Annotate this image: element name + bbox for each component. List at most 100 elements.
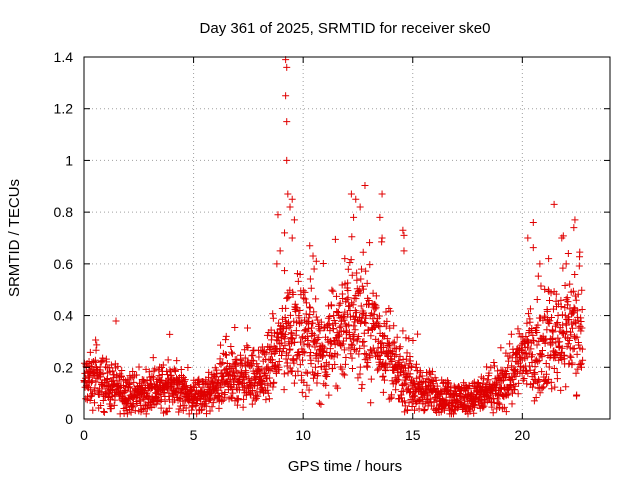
data-point bbox=[526, 366, 534, 374]
data-point bbox=[301, 288, 309, 296]
data-point bbox=[371, 305, 379, 313]
data-point bbox=[189, 403, 197, 411]
data-series-srmtid bbox=[80, 56, 587, 418]
data-point bbox=[360, 329, 368, 337]
data-point bbox=[373, 366, 381, 374]
data-point bbox=[311, 343, 319, 351]
data-point bbox=[309, 319, 317, 327]
data-point bbox=[306, 303, 314, 311]
data-point bbox=[391, 344, 399, 352]
data-point bbox=[175, 405, 183, 413]
data-point bbox=[249, 386, 257, 394]
data-point bbox=[222, 336, 230, 344]
data-point bbox=[332, 319, 340, 327]
data-point bbox=[494, 367, 502, 375]
data-point bbox=[364, 359, 372, 367]
data-point bbox=[344, 286, 352, 294]
data-point bbox=[351, 326, 359, 334]
data-point bbox=[317, 318, 325, 326]
data-point bbox=[268, 356, 276, 364]
data-point bbox=[569, 324, 577, 332]
data-point bbox=[283, 319, 291, 327]
data-point bbox=[553, 375, 561, 383]
data-point bbox=[171, 367, 179, 375]
data-point bbox=[208, 403, 216, 411]
data-point bbox=[92, 336, 100, 344]
data-point bbox=[176, 402, 184, 410]
data-point bbox=[227, 393, 235, 401]
data-point bbox=[347, 256, 355, 264]
data-point bbox=[548, 339, 556, 347]
data-point bbox=[281, 331, 289, 339]
data-point bbox=[564, 250, 572, 258]
data-point bbox=[548, 385, 556, 393]
data-point bbox=[306, 242, 314, 250]
data-point bbox=[288, 195, 296, 203]
data-point bbox=[552, 290, 560, 298]
data-point bbox=[411, 406, 419, 414]
data-point bbox=[526, 305, 534, 313]
data-point bbox=[544, 318, 552, 326]
data-point bbox=[412, 360, 420, 368]
data-point bbox=[540, 383, 548, 391]
data-point bbox=[142, 410, 150, 418]
data-point bbox=[294, 277, 302, 285]
data-point bbox=[93, 341, 101, 349]
data-point bbox=[338, 365, 346, 373]
data-point bbox=[496, 400, 504, 408]
data-point bbox=[282, 325, 290, 333]
data-point bbox=[313, 379, 321, 387]
axis-ticks: 0 5 10 15 20 0 0.2 0.4 0.6 0.8 1 1.2 1.4 bbox=[54, 49, 610, 443]
data-point bbox=[336, 299, 344, 307]
data-point bbox=[400, 247, 408, 255]
data-point bbox=[542, 370, 550, 378]
data-point bbox=[503, 369, 511, 377]
data-point bbox=[383, 363, 391, 371]
data-point bbox=[382, 359, 390, 367]
data-point bbox=[534, 321, 542, 329]
data-point bbox=[573, 350, 581, 358]
data-point bbox=[285, 293, 293, 301]
data-point bbox=[140, 376, 148, 384]
data-point bbox=[92, 346, 100, 354]
data-point bbox=[341, 360, 349, 368]
data-point bbox=[246, 378, 254, 386]
data-point bbox=[224, 371, 232, 379]
data-point bbox=[562, 260, 570, 268]
data-point bbox=[366, 346, 374, 354]
data-point bbox=[349, 341, 357, 349]
data-point bbox=[100, 408, 108, 416]
data-point bbox=[287, 329, 295, 337]
data-point bbox=[565, 315, 573, 323]
data-point bbox=[394, 376, 402, 384]
data-point bbox=[376, 213, 384, 221]
data-point bbox=[350, 322, 358, 330]
data-point bbox=[528, 351, 536, 359]
data-point bbox=[241, 354, 249, 362]
data-point bbox=[412, 363, 420, 371]
data-point bbox=[299, 347, 307, 355]
data-point bbox=[269, 314, 277, 322]
data-point bbox=[578, 324, 586, 332]
data-point bbox=[543, 379, 551, 387]
data-point bbox=[85, 362, 93, 370]
data-point bbox=[530, 337, 538, 345]
data-point bbox=[100, 408, 108, 416]
data-point bbox=[571, 270, 579, 278]
data-point bbox=[553, 369, 561, 377]
data-point bbox=[525, 349, 533, 357]
data-point bbox=[157, 390, 165, 398]
data-point bbox=[165, 404, 173, 412]
data-point bbox=[340, 346, 348, 354]
data-point bbox=[390, 322, 398, 330]
data-point bbox=[227, 348, 235, 356]
data-point bbox=[278, 347, 286, 355]
data-point bbox=[213, 386, 221, 394]
data-point bbox=[306, 304, 314, 312]
data-point bbox=[387, 391, 395, 399]
data-point bbox=[562, 383, 570, 391]
data-point bbox=[569, 287, 577, 295]
data-point bbox=[284, 190, 292, 198]
data-point bbox=[115, 377, 123, 385]
data-point bbox=[542, 360, 550, 368]
